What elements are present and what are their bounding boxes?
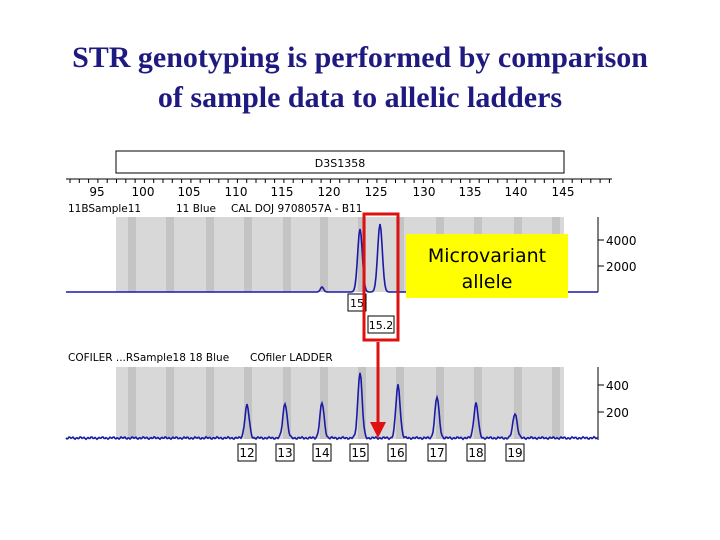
ladder-label-14: 14 xyxy=(314,446,329,460)
locus-box xyxy=(115,150,565,174)
scale-label-105: 105 xyxy=(178,185,201,199)
ladder-label-18: 18 xyxy=(468,446,483,460)
scale-label-100: 100 xyxy=(132,185,155,199)
scale-label-130: 130 xyxy=(413,185,436,199)
microvariant-callout xyxy=(406,234,568,298)
allele-call-15-2: 15.2 xyxy=(369,319,394,332)
ladder-allele-labels: 12 13 14 15 16 17 18 19 xyxy=(237,443,525,462)
sample-bin-band xyxy=(206,217,214,292)
ladder-bin-band xyxy=(244,367,252,439)
scale-label-125: 125 xyxy=(365,185,388,199)
ladder-bin-band xyxy=(436,367,444,439)
ladder-bin-band xyxy=(552,367,560,439)
ladder-bin-band xyxy=(206,367,214,439)
ladder-label-16: 16 xyxy=(389,446,404,460)
allele-call-15: 15 xyxy=(350,297,364,310)
ladder-label-box-12 xyxy=(237,443,257,462)
scale-label-145: 145 xyxy=(552,185,575,199)
scale-label-115: 115 xyxy=(271,185,294,199)
sample-bin-band xyxy=(244,217,252,292)
ladder-y-label-400: 400 xyxy=(606,379,629,393)
microvariant-highlight-box xyxy=(362,212,400,342)
sample-bin-band xyxy=(396,217,404,292)
ladder-sample-name: COFILER ...RSample18 18 Blue xyxy=(68,352,229,364)
sample-y-label-4000: 4000 xyxy=(606,234,637,248)
callout-line-1: Microvariant xyxy=(428,245,546,267)
slide-title: STR genotyping is performed by compariso… xyxy=(0,38,720,118)
ladder-label-17: 17 xyxy=(429,446,444,460)
scale-label-140: 140 xyxy=(505,185,528,199)
ladder-bin-band xyxy=(283,367,291,439)
scale-label-120: 120 xyxy=(318,185,341,199)
title-line-1: STR genotyping is performed by compariso… xyxy=(72,41,648,74)
scale-labels: 95 100 105 110 115 120 125 130 135 140 1… xyxy=(89,185,574,199)
ladder-label-12: 12 xyxy=(239,446,254,460)
sample-y-label-2000: 2000 xyxy=(606,260,637,274)
sample-bin-band xyxy=(283,217,291,292)
scale-label-135: 135 xyxy=(459,185,482,199)
comparison-arrow-head xyxy=(370,422,386,438)
sample-bin-band xyxy=(128,217,136,292)
ladder-y-label-200: 200 xyxy=(606,406,629,420)
scale-label-95: 95 xyxy=(89,185,104,199)
ladder-label-box-13 xyxy=(275,443,295,462)
ladder-label-19: 19 xyxy=(507,446,522,460)
allele-call-box-15-2 xyxy=(367,315,395,334)
ladder-bin-band xyxy=(166,367,174,439)
allele-call-box-15 xyxy=(347,293,367,312)
ladder-label-13: 13 xyxy=(277,446,292,460)
sample-case-id: CAL DOJ 9708057A - B11 xyxy=(231,203,362,215)
ladder-bin-band xyxy=(514,367,522,439)
ladder-trace xyxy=(65,372,599,441)
ladder-name: COfiler LADDER xyxy=(250,352,333,364)
ladder-panel-bg xyxy=(116,367,564,439)
sample-dye: 11 Blue xyxy=(176,203,216,215)
sample-bin-band xyxy=(320,217,328,292)
sample-name: 11BSample11 xyxy=(68,203,141,215)
ladder-label-box-19 xyxy=(505,443,525,462)
ladder-label-15: 15 xyxy=(351,446,366,460)
ladder-bin-band xyxy=(474,367,482,439)
title-line-2: of sample data to allelic ladders xyxy=(157,81,563,114)
ladder-label-box-17 xyxy=(427,443,447,462)
ladder-label-box-16 xyxy=(387,443,407,462)
ladder-label-box-15 xyxy=(349,443,369,462)
callout-line-2: allele xyxy=(462,271,513,293)
ladder-label-box-18 xyxy=(466,443,486,462)
locus-label: D3S1358 xyxy=(315,157,365,170)
ladder-bin-band xyxy=(128,367,136,439)
scale-minor-ticks xyxy=(69,179,610,183)
sample-bin-band xyxy=(166,217,174,292)
ladder-label-box-14 xyxy=(312,443,332,462)
scale-label-110: 110 xyxy=(225,185,248,199)
ladder-bin-band xyxy=(320,367,328,439)
